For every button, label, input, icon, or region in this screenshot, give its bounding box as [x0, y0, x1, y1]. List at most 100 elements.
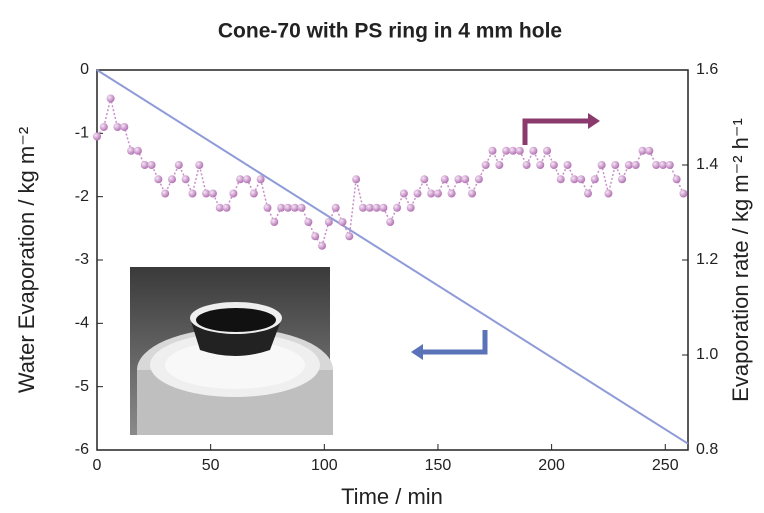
y-tick-label: -4 [75, 315, 89, 332]
y-tick-label: -3 [75, 251, 89, 268]
rate-point [679, 189, 688, 198]
rate-point [590, 175, 599, 184]
y2-tick-label: 1.2 [696, 251, 718, 268]
rate-point [536, 161, 545, 169]
y-tick-label: 0 [80, 61, 89, 78]
rate-point [133, 146, 142, 155]
x-tick-label: 150 [425, 457, 452, 474]
chart-title: Cone-70 with PS ring in 4 mm hole [218, 20, 562, 43]
rate-point [447, 189, 456, 198]
y2-tick-label: 1.0 [696, 346, 718, 363]
rate-point [454, 175, 463, 184]
rate-point [556, 175, 565, 184]
rate-point [440, 175, 449, 184]
rate-point [154, 175, 163, 184]
rate-point [399, 189, 408, 198]
evaporation-line [96, 69, 689, 445]
rate-point [658, 161, 667, 169]
rate-point [93, 132, 101, 141]
rate-point [331, 203, 340, 212]
rate-point [352, 175, 361, 184]
rate-point [495, 161, 504, 169]
rate-point [161, 189, 170, 198]
x-tick-label: 200 [538, 457, 565, 474]
rate-point [427, 189, 436, 198]
rate-point [611, 161, 620, 169]
rate-point [318, 241, 327, 250]
rate-point [583, 189, 592, 198]
rate-point [236, 175, 245, 184]
rate-point [345, 232, 354, 241]
rate-point [529, 146, 538, 155]
rate-point [229, 189, 238, 198]
rate-point [604, 189, 613, 198]
rate-point [502, 146, 511, 155]
rate-point [365, 203, 374, 212]
rate-point [508, 146, 517, 155]
y-axis-title: Water Evaporation / kg m⁻² [14, 127, 39, 393]
rate-point [543, 146, 552, 155]
x-tick-label: 50 [202, 457, 220, 474]
rate-point [277, 203, 286, 212]
x-tick-label: 0 [93, 457, 102, 474]
rate-point [283, 203, 292, 212]
rate-point [297, 203, 306, 212]
y-tick-label: -1 [75, 125, 89, 142]
rate-point [522, 161, 531, 169]
rate-point [577, 175, 586, 184]
rate-point [652, 161, 661, 169]
rate-point [549, 161, 558, 169]
x-tick-label: 100 [311, 457, 338, 474]
rate-point [338, 218, 347, 226]
rate-point [488, 146, 497, 155]
rate-point [468, 189, 477, 198]
x-tick-label: 250 [652, 457, 679, 474]
rate-point [420, 175, 429, 184]
rate-point [624, 161, 633, 169]
rate-point [393, 203, 402, 212]
rate-point [672, 175, 681, 184]
x-axis-title: Time / min [341, 484, 443, 509]
rate-point [631, 161, 640, 169]
rate-point [481, 161, 490, 169]
arrow-left [411, 330, 488, 360]
rate-point [461, 175, 470, 184]
rate-point [324, 218, 333, 226]
rate-point [243, 175, 252, 184]
rate-point [570, 175, 579, 184]
rate-point [147, 161, 156, 169]
rate-point [515, 146, 524, 155]
y2-tick-label: 1.4 [696, 156, 718, 173]
rate-point [168, 175, 177, 184]
rate-point [618, 175, 627, 184]
rate-point [208, 189, 217, 198]
rate-point [597, 161, 606, 169]
rate-point [379, 203, 388, 212]
rate-point [474, 175, 483, 184]
rate-point [188, 189, 197, 198]
rate-point [372, 203, 381, 212]
rate-point [413, 189, 422, 198]
rate-point [127, 146, 136, 155]
rate-point [215, 203, 224, 212]
rate-point [181, 175, 190, 184]
rate-point [113, 123, 122, 131]
rate-point [270, 218, 279, 226]
rate-point [263, 203, 272, 212]
rate-point [256, 175, 265, 184]
y-tick-label: -6 [75, 441, 89, 458]
rate-point [120, 123, 129, 131]
y-tick-label: -5 [75, 378, 89, 395]
rate-point [386, 218, 395, 226]
rate-point [99, 123, 108, 131]
rate-point [358, 203, 367, 212]
rate-point [638, 146, 647, 155]
rate-point [290, 203, 299, 212]
rate-point [249, 189, 258, 198]
arrow-right [522, 113, 600, 145]
rate-point [195, 161, 204, 169]
rate-point [311, 232, 320, 241]
rate-point [106, 94, 115, 103]
